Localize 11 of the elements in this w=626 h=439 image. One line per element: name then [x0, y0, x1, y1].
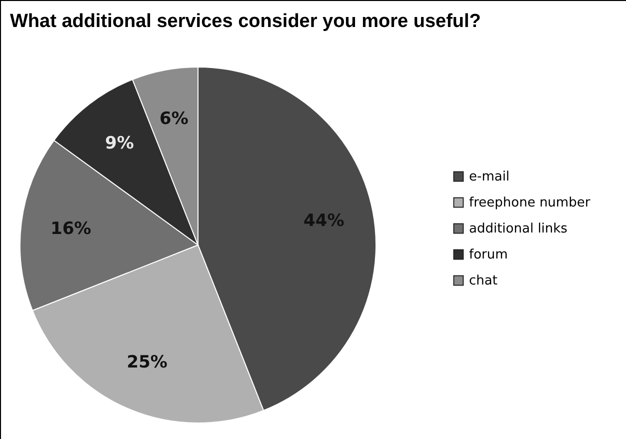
data-label: 44% [304, 210, 344, 231]
legend-label: freephone number [469, 196, 591, 210]
data-label: 25% [126, 352, 168, 373]
legend-label: additional links [469, 222, 568, 236]
legend-label: e-mail [469, 170, 510, 184]
data-label: 9% [105, 134, 134, 154]
data-label: 6% [160, 109, 188, 130]
legend-label: chat [469, 274, 498, 288]
data-label: 16% [50, 218, 92, 239]
chart-title: What additional services consider you more useful? [10, 11, 481, 32]
legend-label: forum [469, 248, 508, 262]
